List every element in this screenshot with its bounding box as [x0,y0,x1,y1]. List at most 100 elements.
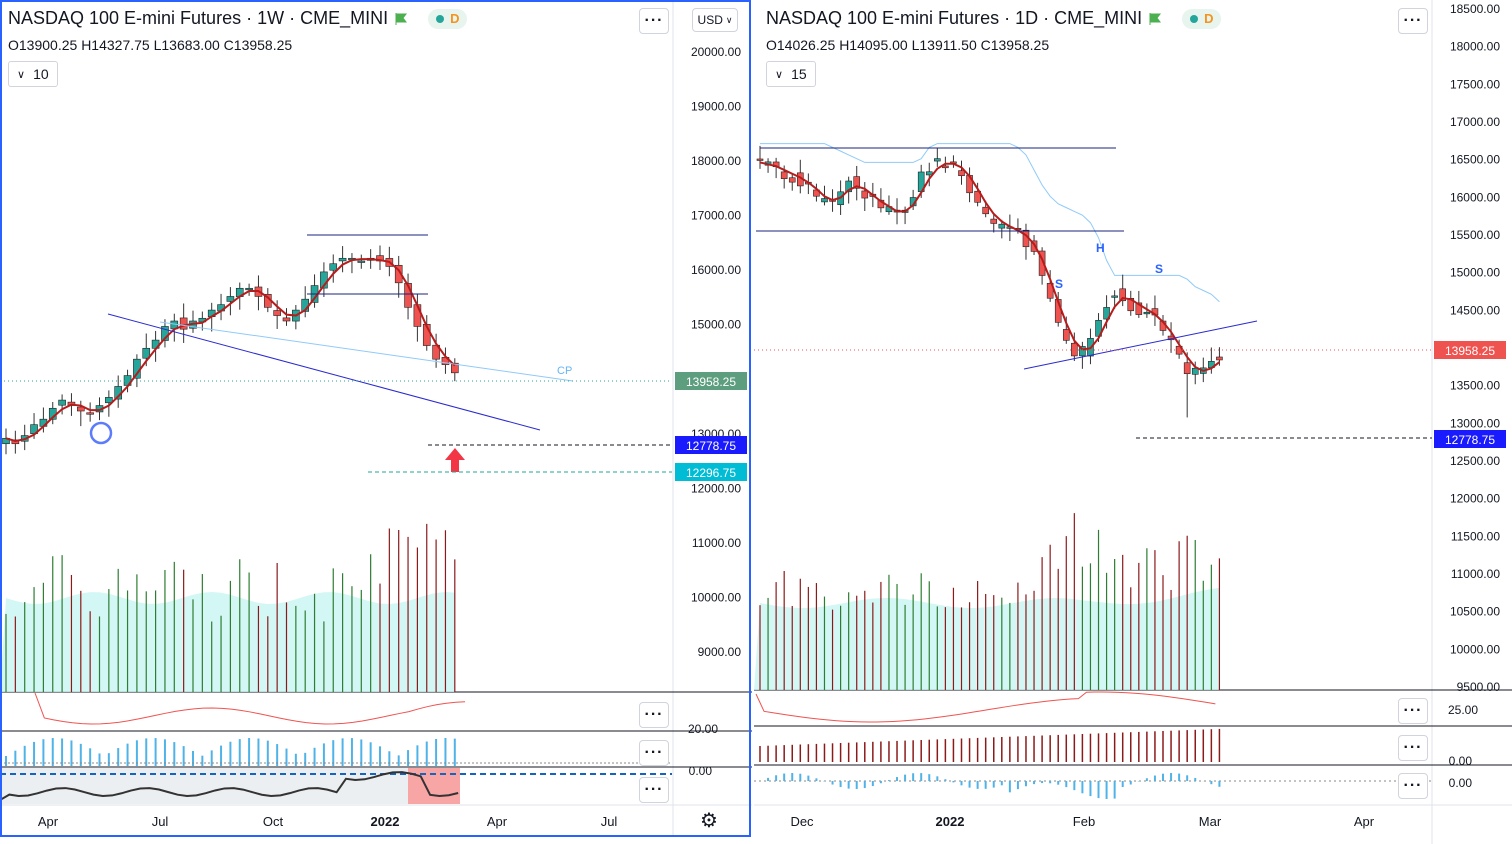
indicator-2-options-button[interactable]: ··· [1398,735,1428,761]
last-price-text: 13958.25 [1445,344,1495,358]
indicator-3-options-button[interactable]: ··· [1398,773,1428,799]
candle-body [958,170,965,176]
flag-icon[interactable] [394,12,408,26]
ma-length: 10 [33,66,49,82]
candle-body [1191,367,1199,375]
candle-body [142,347,151,359]
pattern-label: S [1155,262,1163,276]
indicator-2-label: 0.00 [1449,754,1473,768]
flag-icon[interactable] [1148,12,1162,26]
candle-body [1103,307,1110,320]
more-options-button[interactable]: ··· [639,8,669,34]
candle-body [861,190,869,199]
time-tick-label: Dec [790,814,814,829]
delay-badge: D [450,11,460,26]
candle-body [226,296,235,302]
indicator-2-options-button[interactable]: ··· [639,740,669,766]
symbol-title[interactable]: NASDAQ 100 E-mini Futures · 1W · CME_MIN… [8,8,389,28]
status-dot-icon [436,14,445,23]
high-value: H14095.00 [839,37,908,53]
pattern-label: S [1055,277,1063,291]
indicator-1-label: 20.00 [688,722,718,736]
low-value: L13683.00 [153,37,220,53]
candle-body [1119,288,1127,302]
price-tick-label: 17500.00 [1450,77,1500,91]
candle-body [245,287,253,291]
ma-indicator-legend[interactable]: ∨ 10 [8,61,58,87]
market-status-pill[interactable]: D [428,8,468,29]
ma-indicator-legend[interactable]: ∨ 15 [766,61,816,87]
open-value: O13900.25 [8,37,78,53]
price-tick-label: 17000.00 [691,209,741,223]
indicator-3-options-button[interactable]: ··· [639,777,669,803]
candle-body [179,317,188,330]
cp-trend-line [159,321,574,382]
ohlc-values: O14026.25 H14095.00 L13911.50 C13958.25 [766,37,1049,53]
price-tick-label: 15500.00 [1450,228,1500,242]
weekly-chart-canvas[interactable]: 20000.00 19000.00 18000.00 17000.00 16000.00… [0,0,754,844]
price-tick-label: 16000.00 [691,263,741,277]
time-tick-label: 2022 [936,814,965,829]
candle-body [845,180,852,193]
level-text: 12778.75 [1445,433,1495,447]
price-tick-label: 10500.00 [1450,605,1500,619]
currency-select[interactable]: USD ∨ [692,8,738,32]
up-arrow-icon [445,448,465,472]
pattern-label: H [1096,241,1105,255]
delay-badge: D [1204,11,1214,26]
candle-body [998,223,1006,229]
candle-body [1079,346,1086,357]
daily-chart-canvas[interactable]: 18500.00 18000.00 17500.00 17000.00 16500.00… [754,0,1512,844]
time-tick-label: Feb [1073,814,1095,829]
legend-title: NASDAQ 100 E-mini Futures · 1D · CME_MIN… [766,8,1222,29]
price-tick-label: 12500.00 [1450,454,1500,468]
time-tick-label: Apr [487,814,508,829]
channel-line [760,143,1220,303]
chevron-down-icon[interactable]: ∨ [17,68,26,81]
last-price-text: 13958.25 [686,375,736,389]
cp-label: CP [557,365,572,377]
candle-body [990,218,998,224]
price-tick-label: 15000.00 [1450,266,1500,280]
level-text: 12778.75 [686,439,736,453]
status-dot-icon [1190,14,1199,23]
indicator-1-options-button[interactable]: ··· [639,702,669,728]
candle-body [942,165,949,169]
candle-body [934,158,941,162]
chevron-down-icon[interactable]: ∨ [775,68,784,81]
candle-body [1183,362,1191,374]
price-tick-label: 20000.00 [691,45,741,59]
time-tick-label: Apr [38,814,59,829]
ohlc-values: O13900.25 H14327.75 L13683.00 C13958.25 [8,37,292,53]
candle-body [105,397,113,404]
indicator-1-options-button[interactable]: ··· [1398,698,1428,724]
price-tick-label: 9500.00 [1457,680,1501,694]
indicator-3-label: 0.00 [1449,776,1473,790]
last-price-tag [675,372,747,390]
candle-body [161,326,169,341]
more-options-button[interactable]: ··· [1398,8,1428,34]
gear-icon[interactable]: ⚙ [700,810,718,832]
price-tick-label: 10000.00 [691,590,741,604]
price-tick-label: 10000.00 [1450,642,1500,656]
candle-body [780,171,788,179]
candle-body [974,190,981,203]
last-price-tag [1434,341,1506,359]
level-tag [675,436,747,454]
weekly-chart-pane[interactable]: 20000.00 19000.00 18000.00 17000.00 16000.00… [0,0,754,844]
candle-body [86,412,94,415]
candle-body [925,171,933,176]
price-tick-label: 18500.00 [1450,2,1500,16]
candle-body [1038,250,1046,276]
marker-circle [89,421,113,445]
price-tick-label: 13500.00 [1450,379,1500,393]
market-status-pill[interactable]: D [1182,8,1222,29]
low-value: L13911.50 [911,37,977,53]
close-value: C13958.25 [980,37,1050,53]
price-tick-label: 14500.00 [1450,303,1500,317]
candle-body [1046,283,1054,299]
time-tick-label: Oct [263,814,284,829]
daily-chart-pane[interactable]: 18500.00 18000.00 17500.00 17000.00 16500.00… [754,0,1512,844]
symbol-title[interactable]: NASDAQ 100 E-mini Futures · 1D · CME_MIN… [766,8,1143,28]
time-tick-label: Jul [601,814,618,829]
